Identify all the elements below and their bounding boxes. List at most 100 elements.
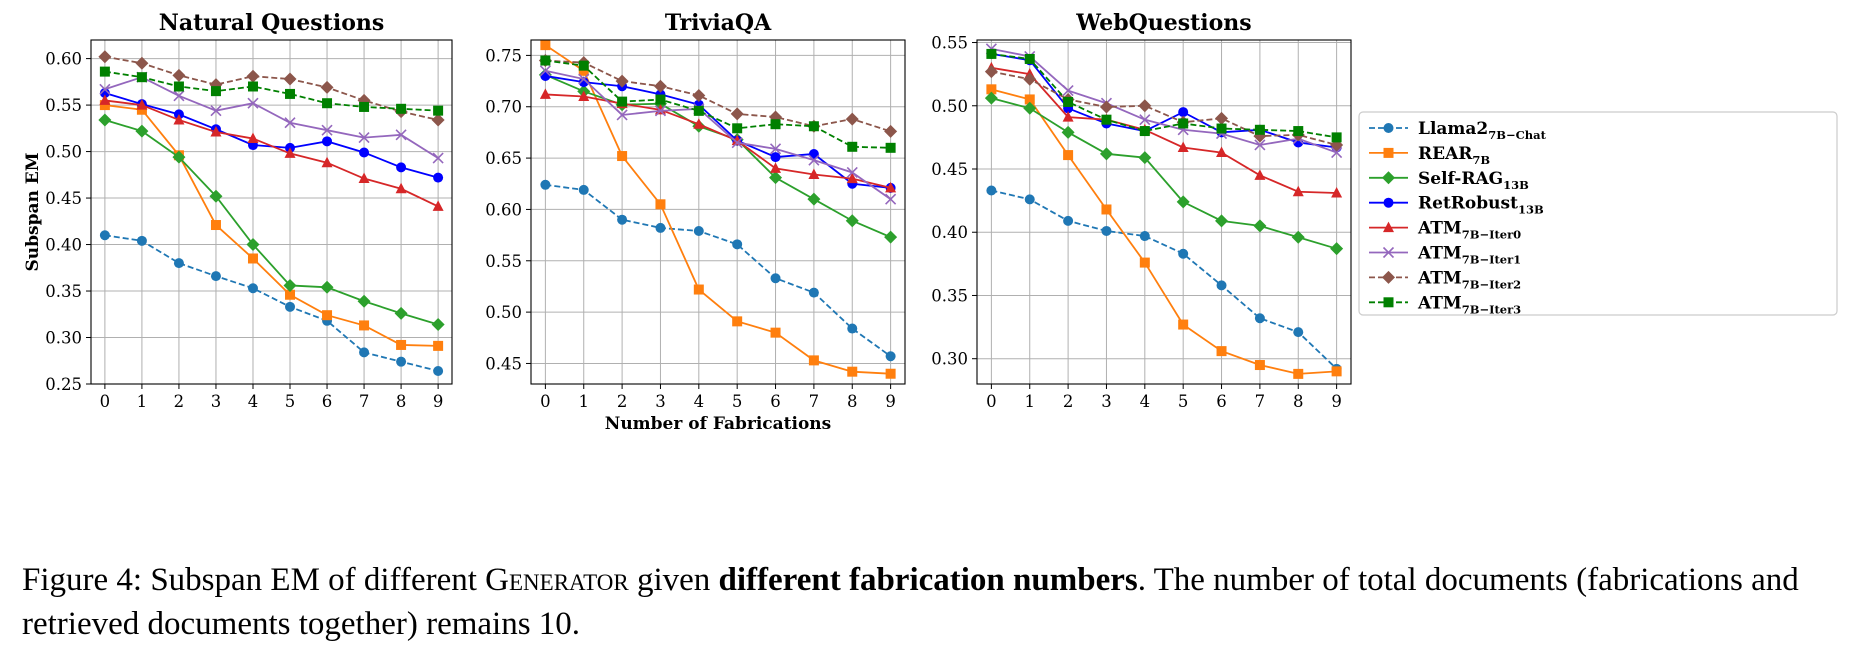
- x-tick-label: 2: [174, 392, 185, 411]
- data-point: [1024, 194, 1035, 205]
- series-rear-7b: [986, 84, 1342, 379]
- data-point: [173, 258, 184, 269]
- data-point: [135, 56, 149, 70]
- x-tick-label: 2: [617, 392, 628, 411]
- legend-entry: Llama27B−Chat: [1369, 119, 1547, 142]
- data-point: [693, 118, 705, 129]
- data-point: [808, 355, 819, 366]
- series-line: [545, 59, 891, 133]
- legend-entry: Self-RAG13B: [1369, 169, 1529, 192]
- series-rear-7b: [540, 40, 896, 379]
- series-line: [991, 88, 1337, 375]
- legend-marker: [1383, 297, 1394, 308]
- data-point: [1178, 107, 1189, 118]
- data-point: [616, 109, 628, 121]
- series-line: [104, 76, 439, 159]
- x-tick-label: 7: [1255, 392, 1266, 411]
- series-line: [991, 47, 1337, 154]
- data-point: [770, 327, 781, 338]
- legend-label-base: ATM: [1417, 219, 1462, 239]
- series-line: [545, 93, 891, 189]
- series-line: [104, 104, 439, 347]
- x-tick-label: 7: [809, 392, 820, 411]
- x-tick-label: 1: [578, 392, 589, 411]
- data-point: [99, 94, 111, 105]
- data-point: [433, 172, 444, 183]
- legend-marker: [1383, 147, 1394, 158]
- series-llama2-7b-chat: [540, 179, 896, 362]
- legend-marker: [1382, 171, 1395, 185]
- y-tick-label: 0.35: [45, 282, 82, 301]
- legend-frame: [1358, 111, 1838, 316]
- legend-label-subscript: 13B: [1503, 178, 1529, 192]
- data-point: [655, 94, 666, 105]
- legend-label-subscript: 13B: [1518, 203, 1544, 217]
- data-point: [321, 156, 333, 168]
- data-point: [210, 126, 222, 137]
- data-point: [1139, 126, 1150, 137]
- legend-label: REAR7B: [1418, 144, 1490, 167]
- data-point: [1216, 280, 1227, 291]
- legend-label: ATM7B−Iter3: [1417, 293, 1521, 316]
- data-point: [136, 104, 147, 115]
- data-point: [1293, 126, 1304, 137]
- x-tick-label: 8: [396, 392, 407, 411]
- legend-label-subscript: 7B−Chat: [1488, 128, 1546, 142]
- series-line: [544, 44, 891, 375]
- data-point: [359, 320, 370, 331]
- data-point: [885, 368, 896, 379]
- series-atm-7b-iter1: [539, 65, 897, 205]
- data-point: [358, 172, 370, 184]
- caption-suffix: . The number of total documents (fabrica…: [22, 562, 1799, 642]
- data-point: [1330, 242, 1344, 256]
- data-point: [808, 168, 820, 180]
- data-point: [432, 200, 444, 211]
- data-point: [885, 193, 897, 205]
- legend-label-subscript: 7B: [1472, 153, 1490, 167]
- x-tick-label: 5: [732, 392, 743, 411]
- data-point: [1254, 313, 1265, 324]
- data-point: [247, 283, 258, 294]
- data-point: [395, 182, 407, 194]
- legend-label: ATM7B−Iter2: [1417, 268, 1521, 291]
- data-point: [1293, 327, 1304, 338]
- chart-panel-1: 0 1 2 3 4 5 6 7 8 9 0.25 0.30 0.35 0.40 0.45 0.50 0.55 0.…: [23, 10, 453, 411]
- data-point: [173, 90, 185, 102]
- series-atm-7b-iter0: [99, 94, 444, 211]
- y-tick-label: 0.35: [931, 286, 968, 305]
- y-tick-label: 0.70: [485, 98, 522, 117]
- legend-label-base: ATM: [1417, 244, 1462, 264]
- data-point: [247, 81, 258, 92]
- caption-prefix: Figure 4: Subspan EM of different: [22, 562, 486, 598]
- data-point: [578, 90, 590, 101]
- y-tick-label: 0.60: [485, 200, 522, 219]
- y-tick-label: 0.45: [485, 354, 522, 373]
- legend-label: RetRobust13B: [1418, 194, 1544, 217]
- x-tick-label: 5: [1178, 392, 1189, 411]
- data-point: [431, 317, 445, 331]
- legend-label-base: ATM: [1417, 268, 1462, 288]
- data-point: [654, 105, 667, 117]
- data-point: [283, 278, 297, 292]
- data-point: [693, 284, 704, 295]
- data-point: [1215, 111, 1229, 125]
- y-tick-label: 0.45: [931, 160, 968, 179]
- y-tick-label: 0.50: [931, 97, 968, 116]
- data-point: [1178, 319, 1189, 330]
- data-point: [1062, 85, 1074, 97]
- data-point: [1253, 219, 1267, 233]
- data-point: [884, 124, 898, 138]
- data-point: [884, 230, 898, 244]
- data-point: [732, 239, 743, 250]
- y-tick-label: 0.60: [45, 50, 82, 69]
- data-point: [1292, 185, 1304, 197]
- x-tick-label: 8: [1293, 392, 1304, 411]
- data-point: [984, 65, 998, 79]
- legend-marker: [1383, 221, 1394, 233]
- chart-title: Natural Questions: [159, 10, 385, 36]
- data-point: [692, 88, 706, 102]
- data-point: [433, 365, 444, 376]
- data-point: [845, 214, 859, 228]
- x-tick-label: 4: [694, 392, 705, 411]
- data-point: [693, 225, 704, 236]
